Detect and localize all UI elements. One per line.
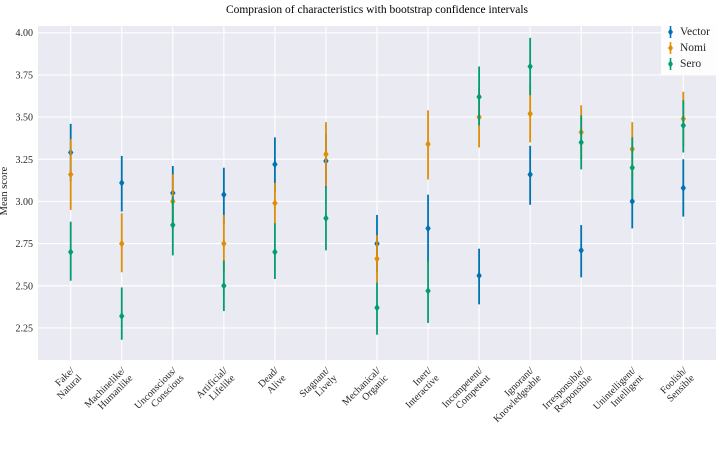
- data-point: [425, 140, 431, 148]
- data-point: [221, 281, 227, 290]
- x-tick-label: Foolish/Sensible: [658, 365, 698, 405]
- x-tick-label: Unconscious/Conscious: [133, 365, 187, 419]
- data-point: [272, 199, 278, 208]
- y-tick-label: 2.75: [16, 239, 34, 250]
- x-tick-label: Irresponsible/Responsible: [541, 365, 595, 419]
- data-point: [476, 92, 482, 101]
- legend-item-sero: Sero: [666, 56, 710, 72]
- x-tick-label: Unintelligent/Intelligent: [591, 365, 646, 420]
- y-tick-label: 2.50: [16, 281, 34, 292]
- legend-label: Sero: [679, 58, 702, 70]
- y-tick-label: 3.75: [16, 70, 34, 81]
- data-point: [629, 163, 635, 172]
- x-tick-labels: Fake/NaturalMachinelike/HumanlikeUnconsc…: [48, 365, 698, 425]
- x-tick-label: Stagnant/Lively: [298, 365, 340, 407]
- x-tick-label: Mechanical/Organic: [340, 365, 391, 416]
- data-point: [323, 214, 329, 223]
- data-point: [527, 109, 533, 118]
- data-point: [374, 303, 380, 312]
- data-point: [578, 246, 584, 255]
- legend-label: Nomi: [679, 42, 707, 54]
- data-point: [425, 224, 431, 233]
- x-tick-label: Machinelike/Humanlike: [83, 365, 136, 418]
- legend-marker-icon: [667, 58, 673, 70]
- data-point: [680, 184, 686, 192]
- x-tick-label: Incompetent/Competent: [440, 365, 493, 418]
- data-point: [170, 221, 176, 229]
- data-point: [272, 160, 278, 169]
- data-point: [119, 178, 125, 187]
- x-tick-label: Dead/Alive: [256, 365, 288, 397]
- data-point: [68, 248, 74, 256]
- y-tick-label: 4.00: [16, 28, 34, 39]
- data-point: [578, 138, 584, 147]
- y-tick-label: 2.25: [16, 323, 34, 334]
- data-point: [425, 286, 431, 295]
- legend-item-nomi: Nomi: [666, 40, 710, 56]
- y-tick-label: 3.50: [16, 113, 34, 124]
- y-tick-labels: 2.25 2.50 2.75 3.00 3.25 3.50 3.75 4.00: [16, 28, 34, 334]
- data-point: [323, 150, 329, 159]
- data-point: [527, 170, 533, 179]
- x-tick-label: Fake/Natural: [48, 365, 85, 402]
- y-tick-label: 3.00: [16, 197, 34, 208]
- legend-marker-icon: [667, 42, 673, 54]
- data-point: [68, 170, 74, 179]
- data-point: [119, 239, 125, 248]
- data-point: [272, 248, 278, 256]
- data-point: [680, 121, 686, 130]
- data-point: [221, 190, 227, 199]
- y-axis-label: Mean score: [0, 166, 10, 216]
- series-sero: [68, 37, 686, 340]
- x-tick-label: Ignorant/Knowledgeable: [484, 365, 544, 425]
- x-tick-label: Artificial/Lifelike: [194, 365, 237, 408]
- data-point: [119, 312, 125, 321]
- data-point: [374, 254, 380, 263]
- data-point: [629, 197, 635, 206]
- legend-item-vector: Vector: [666, 24, 710, 40]
- data-point: [527, 62, 533, 71]
- legend-label: Vector: [679, 26, 710, 38]
- legend-marker-icon: [667, 26, 673, 38]
- y-tick-label: 3.25: [16, 155, 34, 166]
- legend: Vector Nomi Sero: [660, 22, 717, 75]
- data-point: [476, 271, 482, 280]
- chart-title: Comprasion of characteristics with boots…: [225, 4, 529, 16]
- data-point: [221, 239, 227, 248]
- x-tick-label: Inert/Interactive: [396, 365, 442, 411]
